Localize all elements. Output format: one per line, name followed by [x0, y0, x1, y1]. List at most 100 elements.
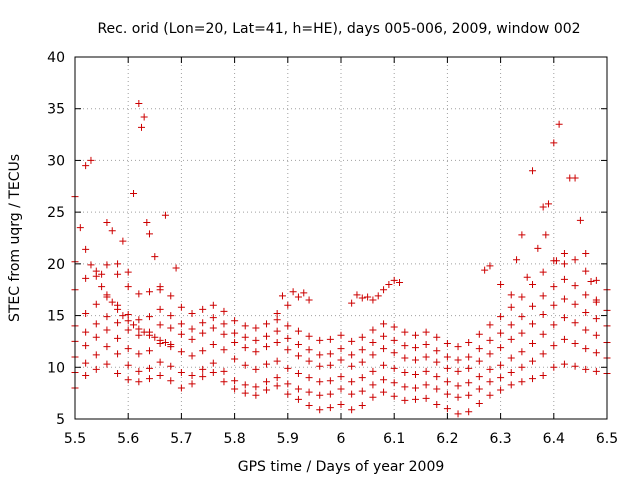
data-point	[369, 381, 377, 389]
data-point	[167, 324, 175, 332]
data-point	[433, 333, 441, 341]
data-point	[582, 250, 590, 258]
data-point	[177, 384, 185, 392]
data-point	[263, 332, 271, 340]
y-tick-label: 30	[47, 153, 65, 169]
data-point	[582, 267, 590, 275]
data-point	[263, 320, 271, 328]
data-point	[167, 377, 175, 385]
data-point	[380, 286, 388, 294]
data-point	[294, 327, 302, 335]
data-point	[358, 346, 366, 354]
data-point	[305, 388, 313, 396]
data-point	[337, 401, 345, 409]
data-point	[326, 377, 334, 385]
data-point	[305, 346, 313, 354]
data-point	[188, 352, 196, 360]
data-point	[103, 291, 111, 299]
data-point	[130, 190, 138, 198]
data-point	[188, 310, 196, 318]
data-point	[294, 395, 302, 403]
data-point	[124, 345, 132, 353]
data-point	[518, 329, 526, 337]
data-point	[220, 307, 228, 315]
x-tick-label: 6.1	[383, 431, 405, 447]
x-tick-label: 5.9	[277, 431, 299, 447]
data-point	[380, 345, 388, 353]
data-point	[465, 353, 473, 361]
data-point	[273, 357, 281, 365]
data-point	[252, 383, 260, 391]
data-point	[465, 338, 473, 346]
data-point	[465, 379, 473, 387]
data-point	[390, 276, 398, 284]
data-point	[433, 373, 441, 381]
data-point	[273, 382, 281, 390]
y-tick-label: 5	[56, 412, 65, 428]
data-point	[124, 268, 132, 276]
data-point	[529, 375, 537, 383]
data-point	[135, 331, 143, 339]
data-point	[401, 328, 409, 336]
data-point	[188, 325, 196, 333]
data-point	[358, 333, 366, 341]
data-point	[114, 350, 122, 358]
data-point	[124, 311, 132, 319]
data-point	[305, 374, 313, 382]
data-point	[374, 292, 382, 300]
data-point	[263, 360, 271, 368]
data-point	[92, 272, 100, 280]
data-point	[486, 321, 494, 329]
data-point	[422, 381, 430, 389]
data-point	[475, 345, 483, 353]
data-point	[518, 363, 526, 371]
data-point	[273, 338, 281, 346]
y-axis-label: STEC from uqrg / TECUs	[7, 154, 23, 322]
data-point	[486, 350, 494, 358]
data-point	[587, 277, 595, 285]
data-point	[475, 399, 483, 407]
y-tick-label: 35	[47, 102, 65, 118]
data-point	[385, 281, 393, 289]
data-point	[188, 372, 196, 380]
data-point	[92, 365, 100, 373]
data-point	[273, 374, 281, 382]
data-point	[326, 361, 334, 369]
data-point	[167, 292, 175, 300]
data-point	[145, 364, 153, 372]
data-point	[82, 162, 90, 170]
data-point	[326, 350, 334, 358]
data-point	[135, 290, 143, 298]
data-point	[209, 341, 217, 349]
x-tick-label: 5.8	[223, 431, 245, 447]
data-point	[550, 139, 558, 147]
data-point	[571, 300, 579, 308]
data-point	[518, 293, 526, 301]
data-point	[497, 281, 505, 289]
data-point	[454, 367, 462, 375]
data-point	[82, 328, 90, 336]
data-point	[177, 330, 185, 338]
data-point	[380, 332, 388, 340]
data-point	[411, 331, 419, 339]
data-point	[172, 264, 180, 272]
data-point	[337, 356, 345, 364]
x-tick-label: 6.5	[596, 431, 618, 447]
data-point	[592, 331, 600, 339]
data-point	[161, 211, 169, 219]
data-point	[161, 338, 169, 346]
data-point	[486, 336, 494, 344]
data-point	[241, 381, 249, 389]
data-point	[305, 332, 313, 340]
data-point	[358, 358, 366, 366]
data-point	[401, 342, 409, 350]
data-point	[507, 354, 515, 362]
data-point	[454, 393, 462, 401]
data-point	[98, 283, 106, 291]
data-point	[348, 390, 356, 398]
data-point	[348, 378, 356, 386]
data-point	[465, 391, 473, 399]
data-point	[534, 244, 542, 252]
data-point	[145, 331, 153, 339]
data-point	[544, 200, 552, 208]
